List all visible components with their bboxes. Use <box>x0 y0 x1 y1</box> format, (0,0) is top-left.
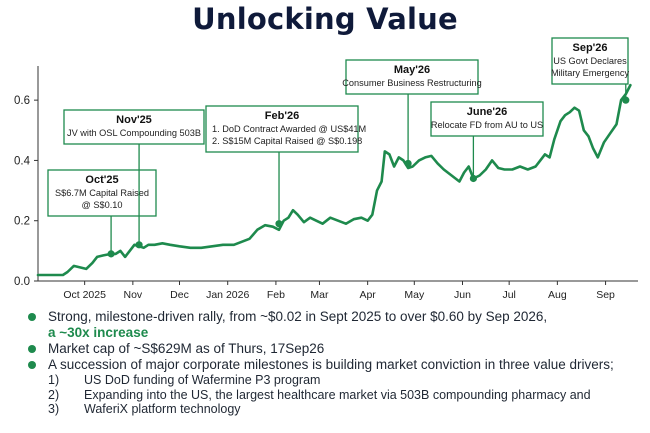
annotation-marker <box>404 159 412 168</box>
annotation-box <box>63 109 205 145</box>
bullet-item-milestones: A succession of major corporate mileston… <box>26 357 646 373</box>
annotation-line: Consumer Business Restructuring <box>342 78 481 88</box>
annotation-box <box>205 105 359 153</box>
x-tick-label: Apr <box>359 289 376 301</box>
bullet-dot-icon <box>28 313 36 321</box>
x-tick-label: Nov <box>124 289 143 301</box>
annotation-title: May'26 <box>394 64 430 76</box>
y-tick-label: 0.0 <box>14 276 30 288</box>
annotation-line: 1. DoD Contract Awarded @ US$41M <box>212 124 366 134</box>
x-tick-label: May <box>404 289 425 301</box>
x-tick-label: Mar <box>310 289 329 301</box>
value-driver-item: 2) Expanding into the US, the largest he… <box>48 387 646 403</box>
bullet-list: Strong, milestone-driven rally, from ~$0… <box>26 309 646 417</box>
value-driver-number: 2) <box>48 387 60 402</box>
annotation-line: JV with OSL Compounding 503B <box>67 128 201 138</box>
value-driver-number: 3) <box>48 402 60 416</box>
annotation-title: Sep'26 <box>572 42 607 54</box>
bullet-market-cap-text: Market cap of ~S$629M as of Thurs, 17Sep… <box>48 341 325 356</box>
annotation-marker <box>135 241 143 249</box>
value-driver-number: 1) <box>48 373 60 387</box>
annotation-line: S$6.7M Capital Raised <box>55 188 149 198</box>
bullet-item-rally: Strong, milestone-driven rally, from ~$0… <box>26 309 646 341</box>
value-driver-list: 1) US DoD funding of Wafermine P3 progra… <box>26 373 646 417</box>
page-title: Unlocking Value <box>192 2 458 36</box>
x-tick-label: Feb <box>267 289 285 301</box>
annotation-line: Relocate FD from AU to US <box>431 120 543 130</box>
annotation-line: US Govt Declares <box>553 56 627 66</box>
bullet-dot-icon <box>28 361 36 369</box>
annotation-box <box>551 37 629 85</box>
x-tick-label: Jun <box>454 289 471 301</box>
annotation-title: Feb'26 <box>265 110 299 122</box>
annotation-marker <box>107 250 115 258</box>
x-tick-label: Sep <box>596 289 615 301</box>
value-driver-item: 3) WaferiX platform technology <box>48 402 646 417</box>
value-driver-item: 1) US DoD funding of Wafermine P3 progra… <box>48 373 646 388</box>
x-tick-label: Dec <box>170 289 189 301</box>
x-tick-label: Aug <box>548 289 567 301</box>
bullet-item-market-cap: Market cap of ~S$629M as of Thurs, 17Sep… <box>26 341 646 357</box>
value-driver-text: WaferiX platform technology <box>84 402 241 416</box>
annotation-title: Nov'25 <box>116 114 152 126</box>
annotation-box <box>430 101 544 137</box>
annotation-title: June'26 <box>467 106 508 118</box>
x-tick-label: Jan 2026 <box>206 289 249 301</box>
x-tick-label: Jul <box>502 289 515 301</box>
x-tick-label: Oct 2025 <box>63 289 106 301</box>
annotation-box <box>47 169 157 217</box>
annotation-line: 2. S$15M Capital Raised @ S$0.198 <box>212 136 362 146</box>
value-driver-text: Expanding into the US, the largest healt… <box>84 387 591 402</box>
annotation-marker <box>275 220 283 228</box>
y-tick-label: 0.4 <box>14 155 31 167</box>
annotation-marker <box>469 174 477 183</box>
bullet-rally-text: Strong, milestone-driven rally, from ~$0… <box>48 309 548 324</box>
bullet-rally-accent: a ~30x increase <box>48 325 149 340</box>
y-tick-label: 0.2 <box>14 216 30 228</box>
annotation-box <box>345 59 479 95</box>
bullet-dot-icon <box>28 345 36 353</box>
price-chart: 0.0 0.2 0.4 0.6 Oct 2025 Nov Dec Jan 2026 Feb Mar… <box>14 37 638 301</box>
value-driver-text: US DoD funding of Wafermine P3 program <box>84 373 321 387</box>
annotation-line: Military Emergency <box>551 68 630 78</box>
annotation-title: Oct'25 <box>85 174 118 186</box>
bullet-milestones-text: A succession of major corporate mileston… <box>48 357 614 372</box>
y-tick-label: 0.6 <box>14 95 30 107</box>
annotation-marker <box>622 96 630 104</box>
annotation-line: @ S$0.10 <box>82 200 123 210</box>
